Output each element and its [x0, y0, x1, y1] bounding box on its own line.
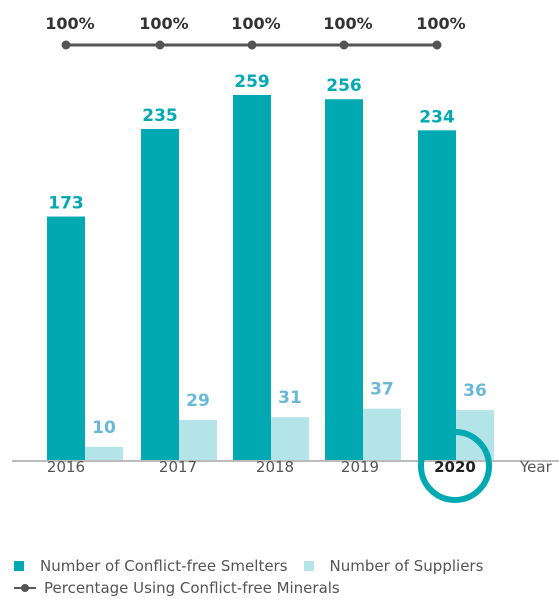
data-label-smelters: 173	[48, 194, 84, 214]
legend-row-line: Percentage Using Conflict-free Minerals	[14, 577, 559, 599]
percentage-label: 100%	[416, 14, 465, 33]
x-axis-unit-label: Year	[519, 458, 553, 476]
bar-suppliers	[85, 446, 123, 461]
legend-label-percentage: Percentage Using Conflict-free Minerals	[44, 579, 340, 597]
data-label-suppliers: 37	[370, 380, 394, 400]
data-label-smelters: 235	[142, 106, 178, 126]
bar-suppliers	[271, 417, 309, 461]
bar-smelters	[47, 216, 85, 461]
data-label-suppliers: 31	[278, 388, 302, 408]
x-tick-label: 2017	[159, 458, 197, 476]
bar-smelters	[141, 128, 179, 462]
percentage-label: 100%	[231, 14, 280, 33]
chart: 100% 100% 100% 100% 100% 173 10 235 29 259 31 256 3…	[12, 14, 559, 503]
bar-smelters	[325, 99, 363, 461]
data-label-suppliers: 36	[463, 381, 487, 401]
x-tick-label: 2019	[341, 458, 379, 476]
percentage-marker	[61, 40, 71, 50]
bar-suppliers	[363, 408, 401, 461]
legend-item-percentage: Percentage Using Conflict-free Minerals	[14, 579, 340, 597]
bars-layer	[47, 95, 494, 462]
percentage-marker	[247, 40, 257, 50]
percentage-marker	[432, 40, 442, 50]
percentage-marker	[155, 40, 165, 50]
legend-row-bars: Number of Conflict-free Smelters Number …	[14, 555, 559, 577]
legend-label-smelters: Number of Conflict-free Smelters	[40, 557, 288, 575]
x-axis-layer: 2016 2017 2018 2019 2020	[47, 458, 476, 476]
x-tick-label: 2020	[434, 458, 476, 476]
legend: Number of Conflict-free Smelters Number …	[14, 555, 559, 599]
x-tick-label: 2018	[256, 458, 294, 476]
legend-swatch-smelters	[14, 561, 24, 571]
bar-smelters	[233, 95, 271, 461]
legend-item-suppliers: Number of Suppliers	[303, 557, 484, 575]
legend-swatch-percentage	[14, 583, 36, 593]
data-label-smelters: 259	[234, 72, 270, 92]
legend-swatch-dot	[21, 584, 29, 592]
percentage-marker	[339, 40, 349, 50]
data-label-smelters: 256	[326, 76, 362, 96]
legend-label-suppliers: Number of Suppliers	[329, 557, 484, 575]
highlight-ring	[418, 429, 492, 503]
value-labels-layer: 173 10 235 29 259 31 256 37 234 36	[48, 72, 487, 438]
percentage-line-layer: 100% 100% 100% 100% 100%	[45, 14, 466, 50]
legend-swatch-suppliers	[303, 561, 314, 571]
data-label-suppliers: 10	[92, 418, 116, 438]
legend-item-smelters: Number of Conflict-free Smelters	[14, 557, 288, 575]
data-label-suppliers: 29	[186, 391, 210, 411]
percentage-label: 100%	[323, 14, 372, 33]
bar-smelters	[418, 130, 456, 461]
bar-suppliers	[179, 420, 217, 461]
data-label-smelters: 234	[419, 107, 455, 127]
percentage-label: 100%	[139, 14, 188, 33]
x-tick-label: 2016	[47, 458, 85, 476]
percentage-label: 100%	[45, 14, 94, 33]
